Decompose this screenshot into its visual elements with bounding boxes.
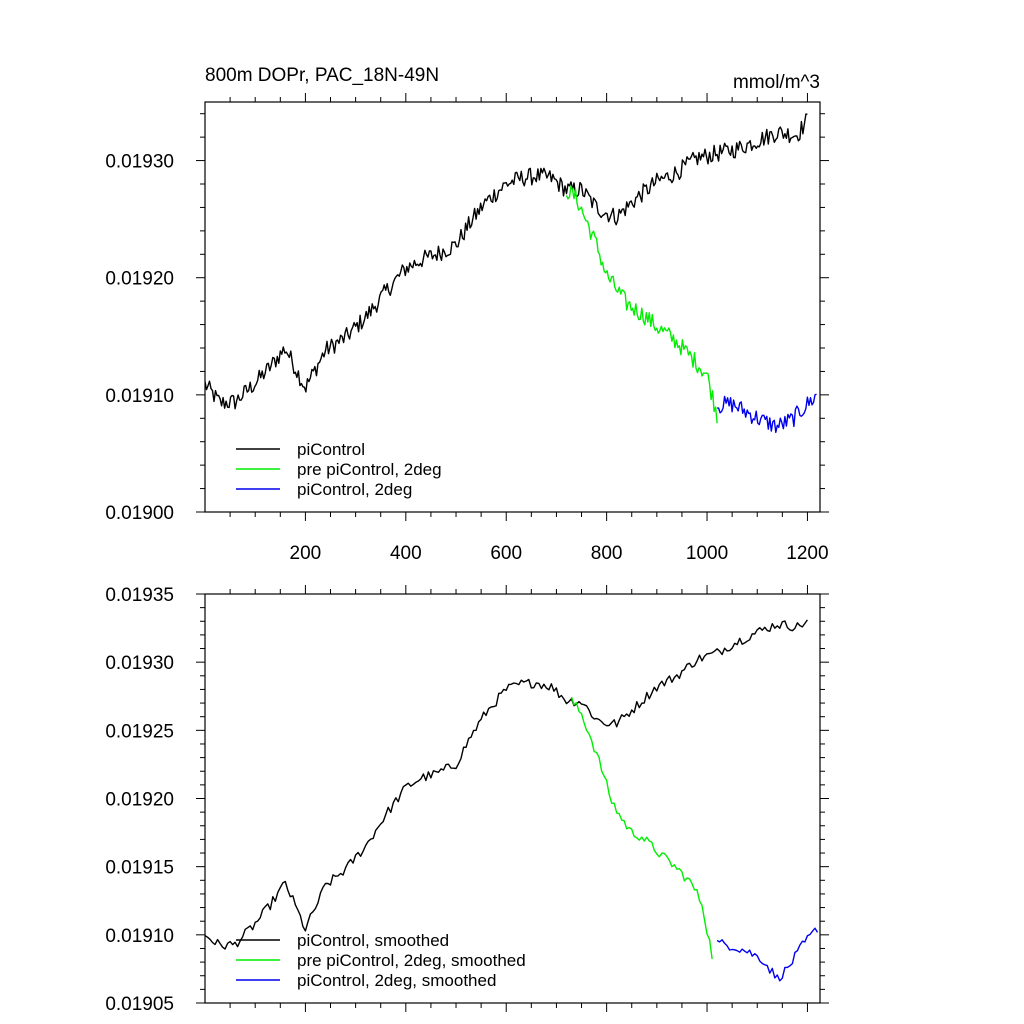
legend-label: piControl	[297, 440, 365, 459]
legend-label: pre piControl, 2deg	[297, 460, 442, 479]
x-tick-label: 200	[290, 543, 322, 564]
legend-label: piControl, 2deg	[297, 480, 412, 499]
y-tick-label: 0.01905	[105, 994, 174, 1015]
y-tick-label: 0.01935	[105, 585, 174, 606]
y-tick-label: 0.01900	[105, 503, 174, 524]
legend-label: piControl, smoothed	[297, 931, 449, 950]
y-tick-label: 0.01925	[105, 721, 174, 742]
plot-frame	[204, 101, 821, 513]
y-tick-label: 0.01920	[105, 269, 174, 290]
chart-title: 800m DOPr, PAC_18N-49N	[205, 65, 439, 86]
legend-label: pre piControl, 2deg, smoothed	[297, 951, 526, 970]
x-tick-label: 600	[490, 543, 522, 564]
x-tick-label: 800	[591, 543, 623, 564]
series-line	[570, 696, 713, 960]
y-tick-label: 0.01920	[105, 790, 174, 811]
series-line	[565, 185, 718, 424]
panel-2: 0.01905 0.01910 0.01915 0.01920 0.01925 0.019…	[105, 585, 829, 1015]
legend-label: piControl, 2deg, smoothed	[297, 971, 496, 990]
series-line	[205, 113, 808, 410]
series-line	[716, 927, 819, 982]
series-line	[205, 619, 808, 950]
x-tick-label: 1200	[786, 543, 828, 564]
y-tick-label: 0.01910	[105, 386, 174, 407]
y-tick-label: 0.01910	[105, 926, 174, 947]
series-line	[717, 393, 817, 434]
units-label: mmol/m^3	[733, 72, 820, 93]
y-tick-label: 0.01930	[105, 152, 174, 173]
y-tick-label: 0.01915	[105, 858, 174, 879]
panel-1: 200 400 600 800 1000 1200 0.01900 0.01910 0.0192…	[105, 65, 829, 564]
x-tick-label: 400	[390, 543, 422, 564]
y-tick-label: 0.01930	[105, 653, 174, 674]
x-tick-label: 1000	[686, 543, 728, 564]
